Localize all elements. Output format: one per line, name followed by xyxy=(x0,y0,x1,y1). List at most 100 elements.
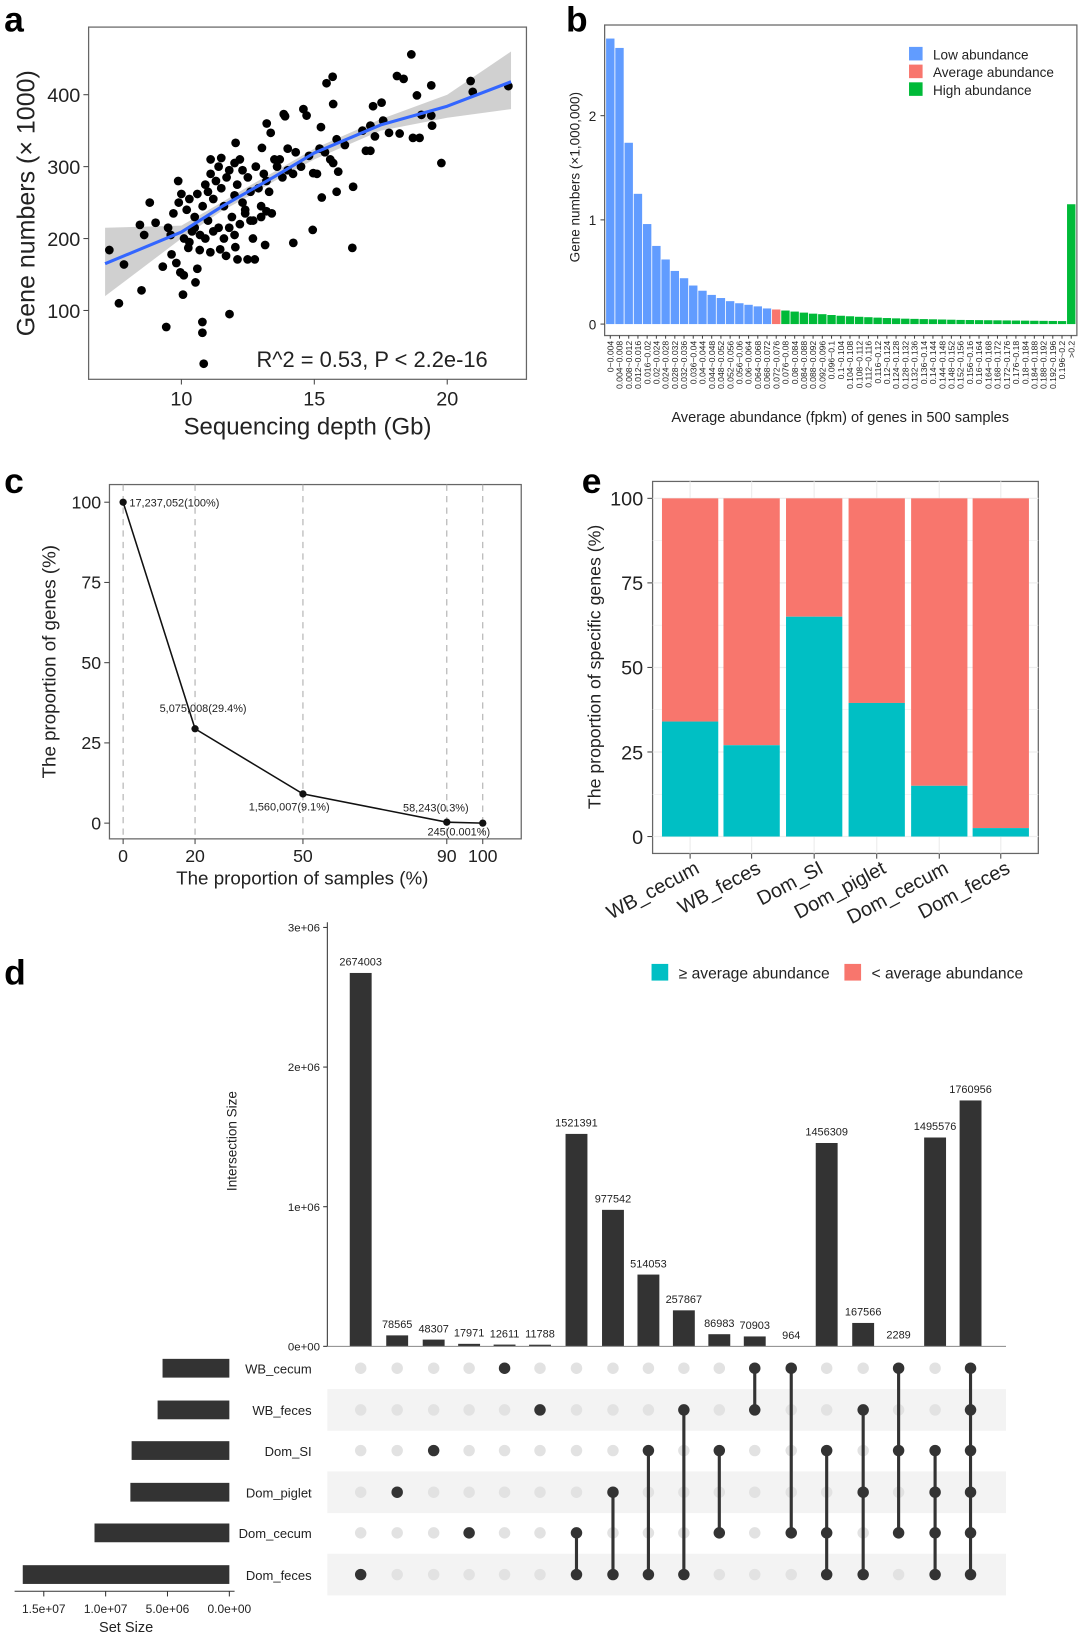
x-tick-label: 0.18~0.184 xyxy=(1020,341,1030,385)
scatter-point xyxy=(317,193,327,202)
y-tick-label: 100 xyxy=(47,301,80,323)
intersection-size-label: 977542 xyxy=(595,1194,632,1206)
scatter-point xyxy=(395,129,405,138)
intersection-size-label: 70903 xyxy=(740,1320,770,1332)
matrix-dot-filled xyxy=(892,1527,905,1539)
x-tick-label: 0.156~0.16 xyxy=(965,341,975,385)
scatter-point xyxy=(200,180,210,189)
bar-above-average xyxy=(661,721,719,837)
intersection-bar xyxy=(565,1133,588,1347)
matrix-dot-empty xyxy=(498,1486,511,1498)
scatter-point xyxy=(275,155,285,164)
y-tick-label: 0 xyxy=(91,813,101,833)
matrix-dot-empty xyxy=(534,1444,546,1457)
bar xyxy=(1039,320,1048,325)
legend-swatch xyxy=(651,963,669,981)
matrix-dot-filled xyxy=(498,1362,511,1374)
scatter-point xyxy=(137,285,146,295)
bar xyxy=(753,306,762,325)
scatter-point xyxy=(278,173,287,182)
scatter-point xyxy=(259,169,269,179)
x-tick-label: 0 xyxy=(118,846,128,866)
x-tick-label: 0.016~0.02 xyxy=(642,341,652,385)
intersection-size-label: 1521391 xyxy=(555,1118,598,1130)
matrix-dot-filled xyxy=(785,1527,797,1539)
scatter-point xyxy=(408,133,418,143)
scatter-point xyxy=(214,223,223,233)
bar xyxy=(1030,320,1039,325)
set-size-bar xyxy=(130,1482,230,1502)
legend-swatch xyxy=(844,963,862,981)
bar xyxy=(652,245,661,325)
x-tick-label: 0.092~0.096 xyxy=(817,341,827,389)
x-tick-label: 0.168~0.172 xyxy=(993,341,1003,389)
scatter-point xyxy=(151,218,160,228)
point-label: 58,243(0.3%) xyxy=(403,803,469,815)
y-axis-title: The proportion of genes (%) xyxy=(38,545,59,778)
scatter-point xyxy=(169,209,178,218)
bar xyxy=(854,316,864,325)
y-tick-label: 75 xyxy=(621,573,643,595)
panel-letter-c: c xyxy=(4,461,24,501)
y-tick-label: 1 xyxy=(589,213,597,228)
x-tick-label: 0.176~0.18 xyxy=(1011,341,1021,385)
bar xyxy=(1057,321,1067,325)
intersection-size-label: 1760956 xyxy=(949,1084,992,1096)
bar xyxy=(633,193,643,325)
scatter-point xyxy=(322,78,331,88)
matrix-dot-filled xyxy=(929,1568,941,1581)
scatter-point xyxy=(167,250,176,259)
plot-frame-c xyxy=(108,483,522,840)
scatter-point xyxy=(174,198,184,207)
intersection-size-label: 12611 xyxy=(490,1328,520,1340)
bar-above-average xyxy=(972,828,1029,837)
x-tick-label: 100 xyxy=(468,846,498,866)
y-tick-label: 50 xyxy=(81,653,101,673)
x-tick-label: 0.06~0.064 xyxy=(744,341,754,385)
matrix-dot-empty xyxy=(929,1362,941,1374)
scatter-point xyxy=(119,260,129,269)
matrix-dot-empty xyxy=(713,1568,726,1581)
point-label: 245(0.001%) xyxy=(428,827,491,839)
matrix-dot-filled xyxy=(964,1362,977,1374)
set-size-bar xyxy=(131,1441,230,1460)
scatter-point xyxy=(177,189,186,199)
matrix-dot-empty xyxy=(354,1486,367,1498)
x-tick-label: 15 xyxy=(303,388,325,410)
x-axis-title: Average abundance (fpkm) of genes in 500… xyxy=(671,410,1009,426)
bar-below-average xyxy=(848,498,905,703)
set-size-bar xyxy=(162,1358,230,1378)
x-tick-label: 0.14~0.144 xyxy=(928,341,938,385)
intersection-bar xyxy=(672,1310,695,1347)
x-tick-label: 0.108~0.112 xyxy=(854,341,864,389)
scatter-point xyxy=(222,173,231,182)
scatter-point xyxy=(238,198,247,207)
scatter-point xyxy=(203,187,213,197)
x-tick-label: 0.164~0.168 xyxy=(983,341,993,389)
matrix-dot-empty xyxy=(749,1527,761,1539)
y-tick-label: 25 xyxy=(621,742,643,764)
set-size-bar xyxy=(157,1400,230,1420)
bar-above-average xyxy=(911,785,968,837)
x-tick-label: 0.028~0.032 xyxy=(670,341,680,389)
matrix-dot-filled xyxy=(713,1444,726,1457)
matrix-dot-empty xyxy=(354,1362,367,1374)
matrix-dot-empty xyxy=(642,1404,655,1416)
scatter-point xyxy=(192,189,202,199)
bar xyxy=(781,310,790,325)
scatter-point xyxy=(200,234,210,243)
scatter-point xyxy=(224,223,234,233)
bar xyxy=(827,315,836,325)
matrix-dot-empty xyxy=(427,1404,440,1416)
bar-below-average xyxy=(786,498,843,617)
matrix-dot-filled xyxy=(678,1568,690,1581)
intersection-size-label: 1456309 xyxy=(805,1127,848,1139)
matrix-dot-empty xyxy=(391,1404,403,1416)
bar xyxy=(799,312,809,325)
intersection-bar xyxy=(959,1100,982,1347)
scatter-point xyxy=(199,359,209,369)
x-tick-label: 0.144~0.148 xyxy=(937,341,947,389)
matrix-dot-empty xyxy=(463,1486,475,1498)
x-tick-label: 0.104~0.108 xyxy=(845,341,855,389)
x-tick-label: 0.196~0.2 xyxy=(1057,341,1067,380)
